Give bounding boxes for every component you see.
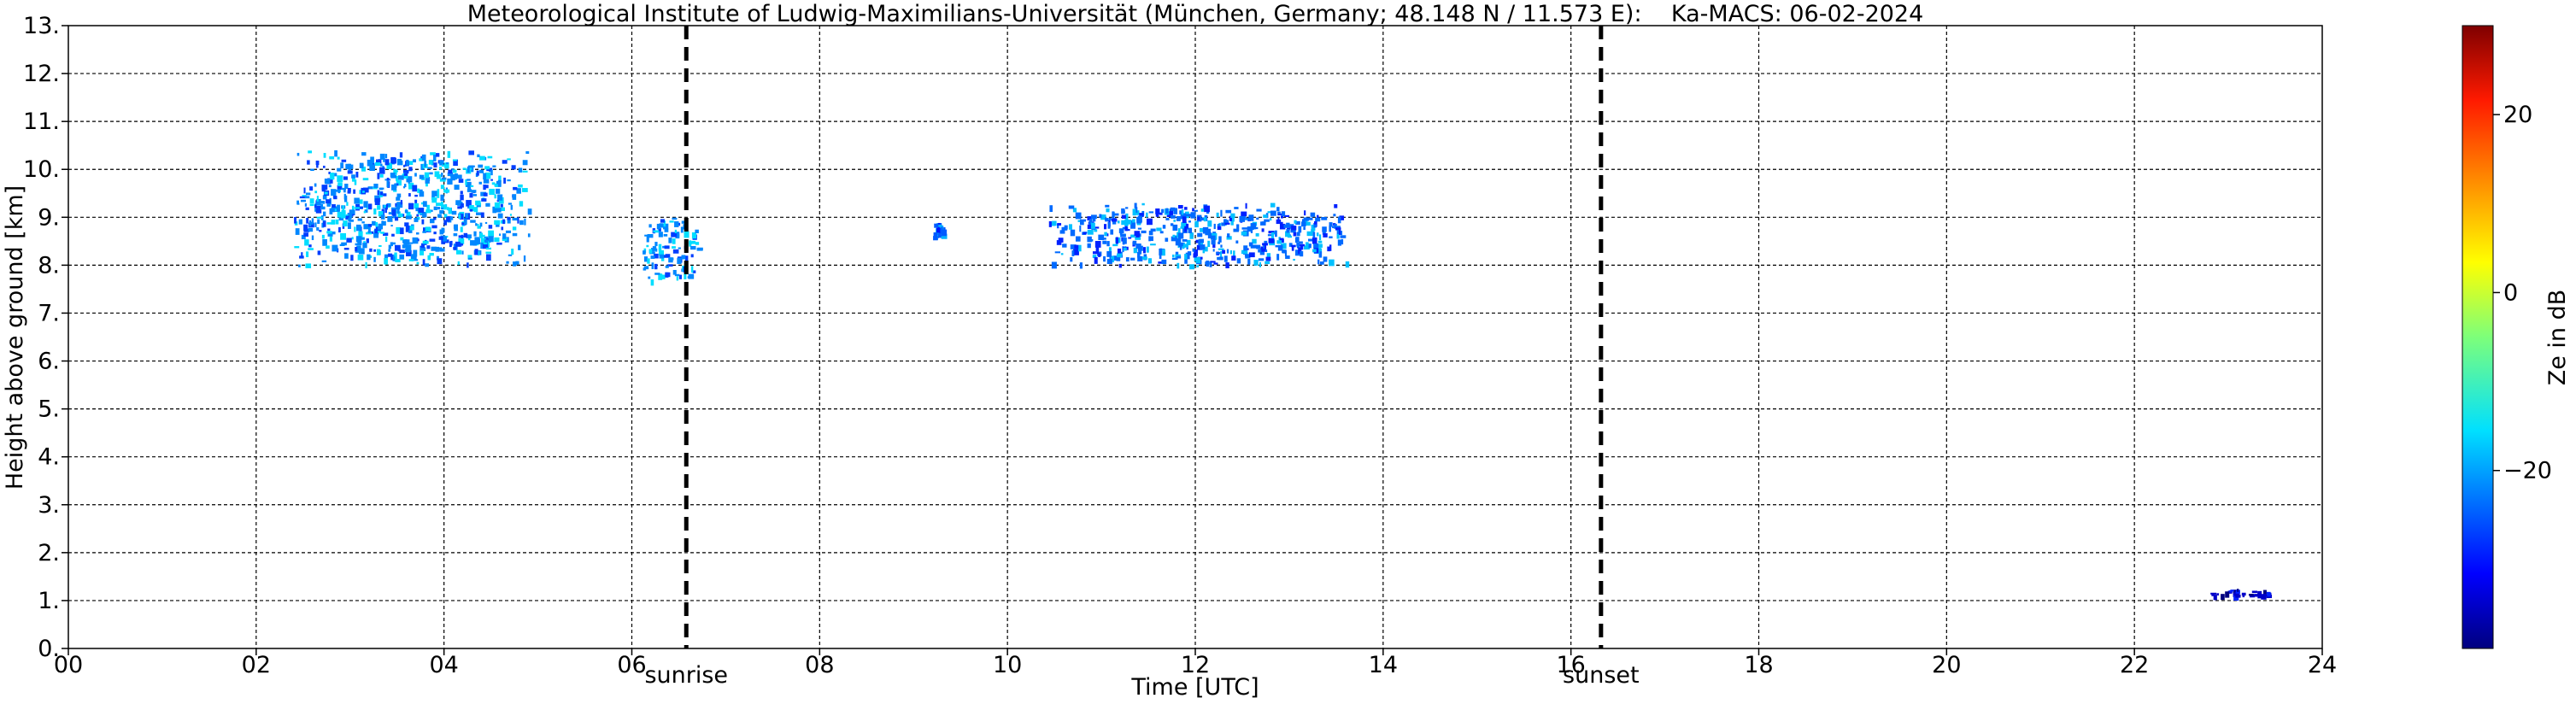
x-tick-label: 16 xyxy=(1556,652,1585,678)
x-tick-label: 18 xyxy=(1744,652,1773,678)
x-axis-label: Time [UTC] xyxy=(1130,674,1259,701)
radar-echoes xyxy=(294,150,2273,601)
colorbar: 20 0 −20 Ze in dB xyxy=(2462,25,2571,649)
y-tick-label: 9. xyxy=(38,204,60,231)
y-tick-label: 4. xyxy=(38,444,60,471)
event-label-sunset: sunset xyxy=(1563,662,1640,689)
x-axis-ticks: 00 02 04 06 08 10 12 14 16 18 20 22 24 xyxy=(54,648,2337,678)
radar-echo xyxy=(933,222,948,241)
x-tick-label: 22 xyxy=(2120,652,2149,678)
x-tick-label: 08 xyxy=(805,652,834,678)
y-tick-label: 13. xyxy=(23,13,60,39)
colorbar-gradient xyxy=(2462,25,2494,649)
y-tick-label: 10. xyxy=(23,156,60,183)
x-tick-label: 04 xyxy=(429,652,458,678)
y-axis-label: Height above ground [km] xyxy=(2,185,28,490)
colorbar-label: Ze in dB xyxy=(2544,290,2571,386)
y-tick-label: 6. xyxy=(38,349,60,375)
x-tick-label: 24 xyxy=(2308,652,2337,678)
y-tick-label: 7. xyxy=(38,300,60,326)
colorbar-tick-label: 0 xyxy=(2503,279,2518,306)
chart-title: Meteorological Institute of Ludwig-Maxim… xyxy=(467,1,1924,27)
x-tick-label: 02 xyxy=(242,652,271,678)
event-label-sunrise: sunrise xyxy=(644,662,728,689)
y-tick-label: 12. xyxy=(23,61,60,87)
y-tick-label: 3. xyxy=(38,492,60,519)
x-tick-label: 12 xyxy=(1181,652,1210,678)
x-tick-label: 06 xyxy=(617,652,646,678)
x-tick-label: 10 xyxy=(993,652,1022,678)
radar-echo xyxy=(643,217,703,286)
y-tick-label: 0. xyxy=(38,636,60,662)
y-tick-label: 1. xyxy=(38,588,60,614)
y-tick-label: 8. xyxy=(38,252,60,279)
grid xyxy=(68,26,2322,648)
radar-echo xyxy=(2210,589,2273,601)
colorbar-tick-label: −20 xyxy=(2503,458,2552,484)
x-tick-label: 20 xyxy=(1932,652,1961,678)
y-tick-label: 5. xyxy=(38,396,60,423)
x-tick-label: 00 xyxy=(54,652,83,678)
x-tick-label: 14 xyxy=(1369,652,1398,678)
colorbar-tick-label: 20 xyxy=(2503,102,2532,128)
y-axis-ticks: 0. 1. 2. 3. 4. 5. 6. 7. 8. 9. 10. 11. 12. 13. xyxy=(23,13,68,662)
y-tick-label: 11. xyxy=(23,109,60,135)
sun-events: sunrise sunset xyxy=(644,26,1640,689)
y-tick-label: 2. xyxy=(38,540,60,566)
radar-echo xyxy=(1048,202,1350,270)
radar-echo xyxy=(294,150,532,269)
